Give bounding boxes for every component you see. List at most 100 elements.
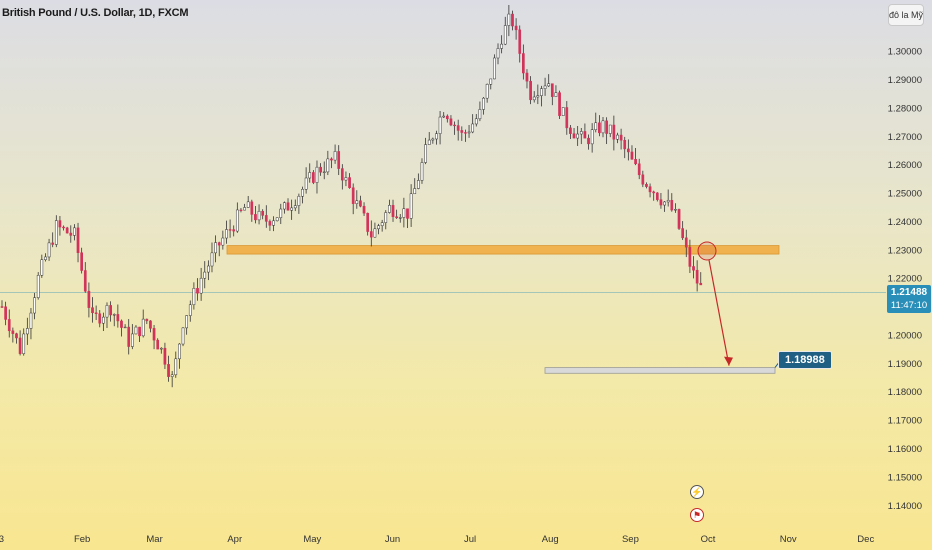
candle-up [322,171,326,173]
arrow-line[interactable] [708,259,730,366]
y-tick-label: 1.27000 [888,132,922,143]
candle-down [58,220,62,228]
candle-up [474,118,478,125]
candle-up [417,180,420,189]
candle-up [36,275,40,298]
candle-down [4,306,7,320]
candle-up [666,200,670,203]
candle-up [576,133,580,139]
candle-up [536,95,540,98]
candle-down [91,307,94,314]
candle-up [47,242,51,258]
y-tick-label: 1.15000 [888,472,922,483]
candle-down [514,25,518,31]
candle-up [178,343,181,360]
candle-down [395,216,398,219]
candle-up [380,222,384,226]
candle-down [217,242,221,246]
candle-up [308,172,312,179]
candle-down [264,215,268,222]
lightning-icon[interactable]: ⚡ [690,485,704,499]
candle-up [496,48,500,59]
candle-up [507,13,511,26]
candle-down [684,237,688,248]
y-tick-label: 1.28000 [888,103,922,114]
candle-down [518,29,522,54]
candle-up [221,237,225,246]
candle-down [362,205,366,214]
x-tick-label: Mar [146,534,162,545]
target-zone[interactable] [544,367,776,374]
x-tick-label: May [303,534,321,545]
x-tick-label: Nov [780,534,797,545]
candle-up [377,225,380,230]
candle-down [525,72,529,82]
candle-down [65,227,69,234]
candle-up [134,326,138,335]
y-tick-label: 1.23000 [888,245,922,256]
candle-down [369,231,373,238]
candle-down [445,115,449,120]
candle-down [456,125,460,131]
candle-up [601,120,605,134]
x-tick-label: Jun [385,534,400,545]
candle-down [587,137,590,145]
candle-down [51,242,55,245]
candle-up [413,188,417,195]
y-tick-label: 1.24000 [888,217,922,228]
candle-down [612,124,616,140]
candle-up [54,220,58,245]
candle-up [663,201,666,206]
candle-up [590,129,594,145]
candle-down [196,288,199,294]
resistance-zone[interactable] [226,245,780,255]
target-price-label: 1.18988 [778,350,832,369]
candle-down [239,209,243,211]
candle-down [659,199,663,206]
candle-down [359,200,362,207]
candle-up [159,347,163,350]
candle-down [511,13,514,27]
candle-up [130,333,134,347]
candle-up [388,205,391,213]
candle-down [449,118,453,126]
candle-down [460,130,464,133]
candle-down [7,319,11,332]
candle-up [543,85,547,89]
candle-down [652,191,656,194]
candle-down [109,305,112,316]
candle-up [608,124,612,134]
candle-up [409,193,413,219]
x-tick-label: Oct [701,534,716,545]
candle-down [453,124,456,127]
candle-down [98,313,102,324]
candle-down [605,120,608,134]
candle-up [272,220,275,226]
candle-up [500,43,503,49]
candle-up [493,57,496,80]
y-tick-label: 1.30000 [888,47,922,58]
candle-down [167,364,170,377]
candle-up [105,305,109,318]
highlight-circle[interactable] [697,241,717,261]
y-tick-label: 1.26000 [888,160,922,171]
y-tick-label: 1.29000 [888,75,922,86]
flag-icons[interactable]: ⚑ [690,508,704,522]
candle-down [699,282,703,286]
candle-up [420,162,424,181]
candle-up [33,297,36,314]
candle-up [185,315,188,329]
candle-down [681,228,685,239]
candle-up [467,131,471,134]
candle-down [655,192,659,200]
candle-down [138,326,141,337]
candle-up [25,328,29,335]
candle-down [583,131,587,139]
candle-down [619,134,623,141]
candle-down [670,200,674,211]
currency-button[interactable]: đô la Mỹ [888,4,924,26]
candle-up [181,327,185,345]
candle-down [127,326,131,347]
